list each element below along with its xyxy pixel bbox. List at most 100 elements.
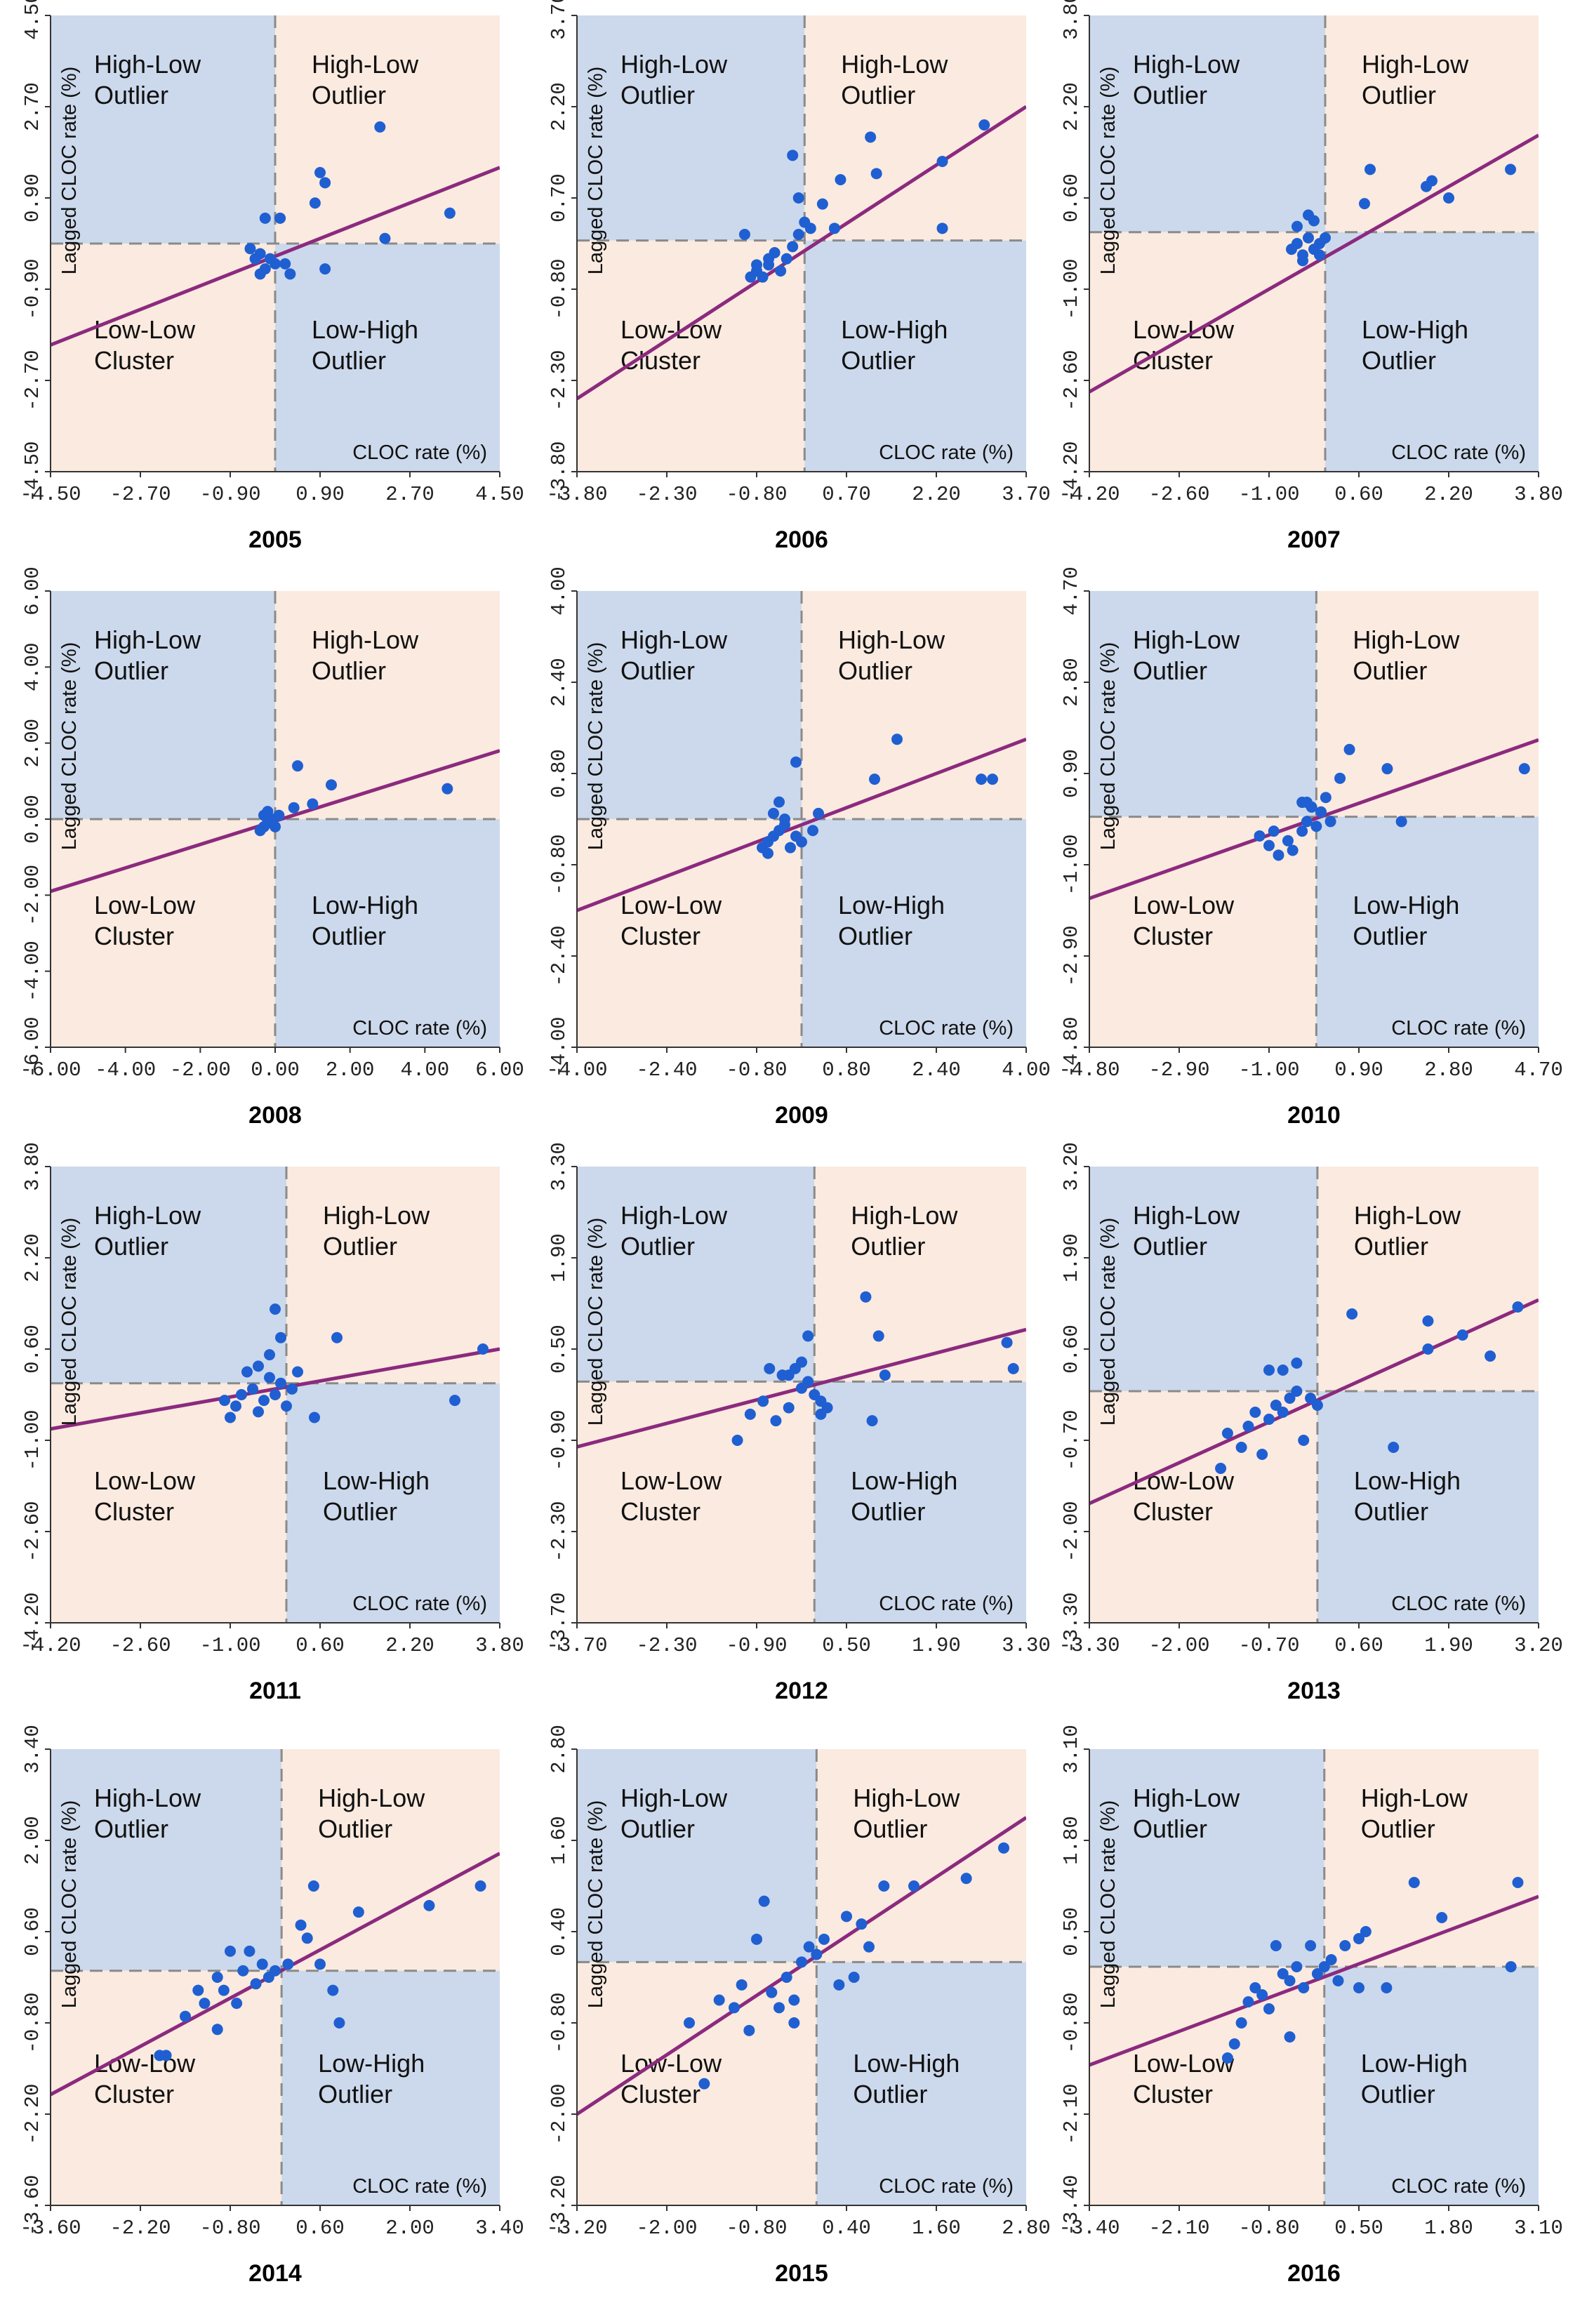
x-axis-title: CLOC rate (%) [352, 441, 487, 464]
data-point-17 [976, 773, 987, 785]
data-point-20 [327, 1984, 339, 1996]
data-point-20 [936, 156, 948, 167]
data-point-12 [281, 1400, 292, 1412]
quadrant-label-top-right: High-Low Outlier [1354, 1201, 1461, 1261]
data-point-21 [1001, 1336, 1013, 1348]
data-point-23 [423, 1899, 435, 1911]
data-point-16 [1332, 1975, 1344, 1986]
data-point-15 [811, 1948, 823, 1960]
x-tick-label: -2.20 [109, 2217, 171, 2240]
data-point-12 [804, 223, 816, 234]
data-point-18 [1421, 180, 1432, 192]
quadrant-label-top-left: High-Low Outlier [94, 1784, 201, 1843]
data-point-7 [1270, 1940, 1282, 1951]
quadrant-top-left [577, 15, 805, 241]
scatter-panel-2006: High-Low Outlier High-Low Outlier Low-Low Clu… [546, 0, 1050, 553]
data-point-17 [1381, 763, 1393, 775]
data-point-15 [828, 223, 840, 234]
y-tick-label: 0.60 [21, 1907, 44, 1956]
x-axis-title: CLOC rate (%) [1391, 441, 1526, 464]
panel-year-label: 2006 [775, 526, 828, 553]
data-point-5 [1282, 835, 1294, 846]
data-point-11 [779, 814, 790, 825]
x-tick-label: -0.80 [726, 2217, 787, 2240]
data-point-1 [1221, 2052, 1233, 2064]
data-point-12 [309, 197, 321, 209]
y-axis-title: Lagged CLOC rate (%) [585, 1800, 607, 2009]
x-tick-label: -4.20 [20, 1634, 81, 1657]
data-point-20 [879, 1369, 891, 1381]
quadrant-label-bottom-right: Low-High Outlier [318, 2049, 425, 2109]
regression-line [577, 105, 1026, 401]
data-point-2 [698, 2078, 710, 2090]
quadrant-label-bottom-right: Low-High Outlier [323, 1466, 430, 1526]
data-point-22 [1436, 1912, 1448, 1923]
y-axis-title: Lagged CLOC rate (%) [1097, 642, 1120, 851]
scatter-panel-2011: High-Low Outlier High-Low Outlier Low-Low Clu… [20, 1142, 524, 1704]
y-tick-label: -3.80 [547, 441, 571, 502]
quadrant-bottom-right [804, 240, 1026, 472]
data-point-10 [270, 1389, 281, 1400]
y-tick-label: 3.70 [547, 0, 571, 40]
data-point-13 [441, 783, 453, 795]
y-tick-label: 0.40 [547, 1907, 571, 1956]
quadrant-label-top-left: High-Low Outlier [620, 625, 728, 685]
quadrant-bottom-right [275, 819, 500, 1047]
y-tick-label: 4.50 [21, 0, 44, 40]
x-tick-label: 2.20 [912, 483, 961, 506]
data-point-20 [1381, 1982, 1393, 1993]
data-point-17 [1505, 164, 1516, 175]
x-tick-label: -4.00 [95, 1058, 156, 1082]
x-tick-label: 0.50 [822, 1634, 871, 1657]
data-point-19 [1518, 763, 1530, 775]
y-tick-label: -2.10 [1060, 2083, 1083, 2144]
data-point-6 [270, 821, 281, 832]
data-point-10 [773, 2002, 785, 2014]
data-point-6 [218, 1984, 230, 1996]
x-tick-label: 3.40 [475, 2217, 524, 2240]
data-point-14 [803, 1941, 815, 1953]
data-point-7 [783, 1402, 795, 1414]
y-tick-label: 2.80 [1060, 658, 1083, 707]
data-point-6 [247, 1383, 258, 1395]
y-axis-title: Lagged CLOC rate (%) [585, 67, 607, 275]
data-point-9 [288, 802, 300, 814]
data-point-8 [758, 1895, 770, 1907]
x-tick-label: 1.60 [912, 2217, 961, 2240]
data-point-25 [211, 2024, 223, 2036]
x-tick-label: -2.30 [636, 1634, 697, 1657]
y-tick-label: 3.80 [1060, 0, 1083, 40]
data-point-18 [1353, 1982, 1364, 1993]
quadrant-top-right [1325, 15, 1539, 232]
data-point-11 [1297, 255, 1308, 267]
data-point-14 [319, 177, 331, 189]
y-tick-label: -2.30 [547, 1501, 571, 1562]
y-tick-label: 3.10 [1060, 1725, 1083, 1774]
x-tick-label: 0.60 [296, 1634, 345, 1657]
quadrant-label-bottom-right: Low-High Outlier [853, 2049, 959, 2109]
y-tick-label: 3.20 [1060, 1142, 1083, 1191]
data-point-3 [1242, 1996, 1254, 2007]
data-point-13 [813, 807, 824, 819]
quadrant-label-bottom-left: Low-Low Cluster [94, 315, 196, 375]
quadrant-label-top-left: High-Low Outlier [94, 1201, 201, 1261]
data-point-1 [684, 2017, 695, 2028]
data-point-10 [1291, 1961, 1303, 1972]
scatter-panel-2014: High-Low Outlier High-Low Outlier Low-Low Clu… [20, 1725, 524, 2287]
quadrant-bottom-left [1089, 1967, 1324, 2205]
x-tick-label: -2.60 [1148, 483, 1209, 506]
data-point-10 [802, 1376, 814, 1388]
data-point-24 [1512, 1877, 1524, 1888]
data-point-23 [960, 1873, 972, 1885]
y-tick-label: 0.90 [1060, 749, 1083, 798]
y-tick-label: 4.70 [1060, 566, 1083, 616]
quadrant-top-right [804, 15, 1026, 241]
quadrant-label-top-left: High-Low Outlier [94, 625, 201, 685]
data-point-12 [1305, 1940, 1317, 1951]
data-point-11 [275, 1377, 286, 1389]
data-point-9 [264, 1372, 275, 1383]
x-axis-title: CLOC rate (%) [1391, 1017, 1526, 1040]
panel-year-label: 2012 [775, 1678, 828, 1704]
quadrant-top-right [814, 1167, 1026, 1382]
y-tick-label: -0.80 [547, 834, 571, 895]
